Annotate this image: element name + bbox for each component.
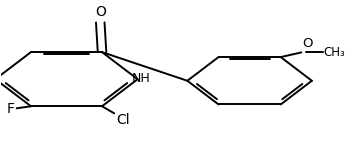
Text: F: F <box>6 102 14 116</box>
Text: O: O <box>302 37 313 50</box>
Text: CH₃: CH₃ <box>324 46 346 59</box>
Text: O: O <box>95 5 106 18</box>
Text: Cl: Cl <box>117 112 130 127</box>
Text: NH: NH <box>132 72 151 85</box>
